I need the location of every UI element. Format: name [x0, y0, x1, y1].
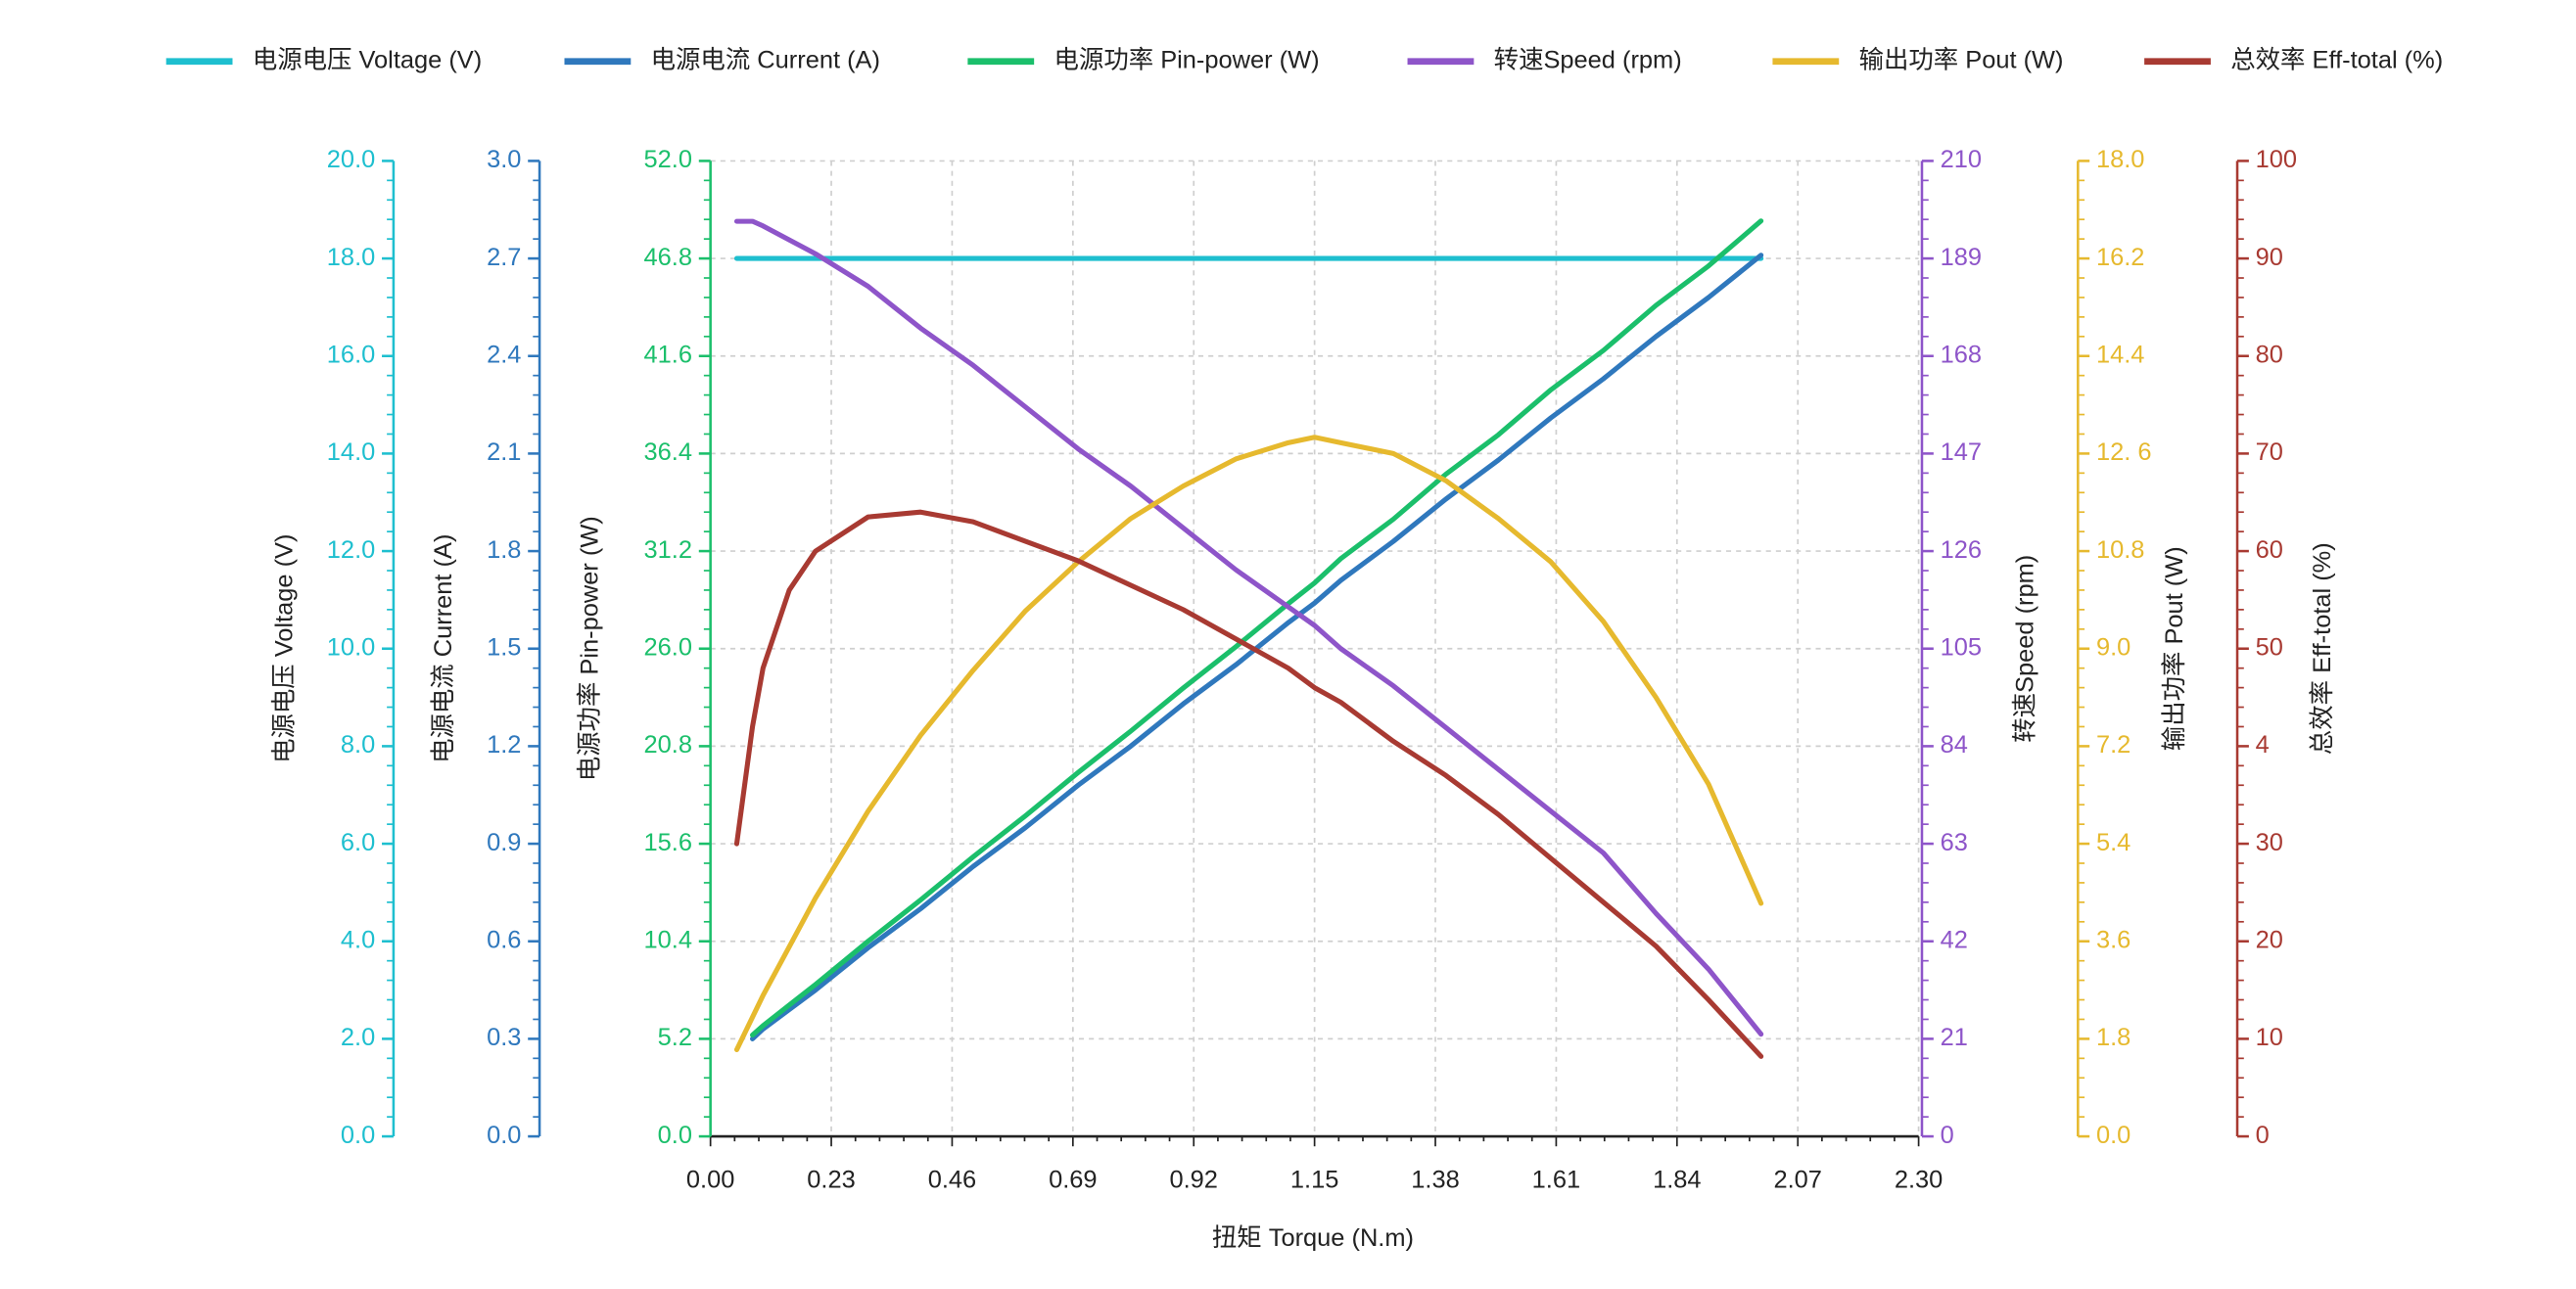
y-tick-label: 100: [2256, 146, 2297, 173]
y-tick-label: 10.0: [327, 633, 375, 661]
y-tick-label: 46.8: [644, 244, 692, 271]
x-tick-label: 1.15: [1290, 1167, 1338, 1194]
y-tick-label: 21: [1941, 1024, 1968, 1051]
y-tick-label: 4.0: [341, 926, 375, 953]
y-tick-label: 105: [1941, 633, 1982, 661]
legend-label: 总效率 Eff-total (%): [2230, 46, 2443, 73]
y-tick-label: 8.0: [341, 731, 375, 759]
y-axis-title: 总效率 Eff-total (%): [2309, 542, 2336, 755]
y-axis-title: 电源电流 Current (A): [430, 534, 457, 763]
x-tick-label: 1.84: [1653, 1167, 1701, 1194]
y-tick-label: 15.6: [644, 829, 692, 856]
y-tick-label: 0.6: [487, 926, 521, 953]
y-tick-label: 12.0: [327, 536, 375, 564]
y-tick-label: 3.6: [2096, 926, 2131, 953]
series-line: [750, 218, 1764, 1038]
y-tick-label: 210: [1941, 146, 1982, 173]
y-tick-label: 0: [2256, 1122, 2270, 1149]
x-tick-label: 0.69: [1049, 1167, 1097, 1194]
y-tick-label: 189: [1941, 244, 1982, 271]
y-tick-label: 0.0: [2096, 1122, 2131, 1149]
y-tick-label: 63: [1941, 829, 1968, 856]
y-tick-label: 31.2: [644, 536, 692, 564]
x-tick-label: 2.07: [1773, 1167, 1821, 1194]
y-tick-label: 2.1: [487, 438, 521, 466]
y-tick-label: 1.2: [487, 731, 521, 759]
series-line: [733, 509, 1764, 1059]
y-tick-label: 16.2: [2096, 244, 2144, 271]
y-tick-label: 60: [2256, 536, 2283, 564]
y-tick-label: 10.4: [644, 926, 692, 953]
y-tick-label: 5.2: [658, 1024, 692, 1051]
y-tick-label: 42: [1941, 926, 1968, 953]
y-tick-label: 5.4: [2096, 829, 2131, 856]
y-axis-title: 电源功率 Pin-power (W): [576, 516, 603, 781]
y-tick-label: 14.0: [327, 438, 375, 466]
y-tick-label: 0.0: [341, 1122, 375, 1149]
y-tick-label: 1.8: [487, 536, 521, 564]
y-tick-label: 2.4: [487, 341, 521, 368]
y-tick-label: 0: [1941, 1122, 1954, 1149]
y-tick-label: 2.0: [341, 1024, 375, 1051]
y-tick-label: 4: [2256, 731, 2270, 759]
y-tick-label: 41.6: [644, 341, 692, 368]
y-tick-label: 6.0: [341, 829, 375, 856]
y-tick-label: 18.0: [327, 244, 375, 271]
y-tick-label: 20.8: [644, 731, 692, 759]
series-line: [733, 218, 1764, 1037]
y-tick-label: 90: [2256, 244, 2283, 271]
y-tick-label: 14.4: [2096, 341, 2144, 368]
series-line: [733, 435, 1764, 1053]
y-tick-label: 10.8: [2096, 536, 2144, 564]
x-axis-title: 扭矩 Torque (N.m): [1212, 1224, 1414, 1252]
y-tick-label: 147: [1941, 438, 1982, 466]
y-tick-label: 80: [2256, 341, 2283, 368]
y-tick-label: 12. 6: [2096, 438, 2152, 466]
legend-label: 电源电流 Current (A): [651, 46, 880, 73]
y-tick-label: 36.4: [644, 438, 692, 466]
y-tick-label: 2.7: [487, 244, 521, 271]
y-tick-label: 10: [2256, 1024, 2283, 1051]
series-line: [750, 253, 1764, 1041]
x-tick-label: 0.92: [1169, 1167, 1217, 1194]
x-tick-label: 2.30: [1895, 1167, 1943, 1194]
y-tick-label: 168: [1941, 341, 1982, 368]
x-tick-label: 1.61: [1532, 1167, 1580, 1194]
y-tick-label: 70: [2256, 438, 2283, 466]
x-tick-label: 0.23: [807, 1167, 855, 1194]
legend-label: 输出功率 Pout (W): [1859, 46, 2064, 73]
legend-label: 转速Speed (rpm): [1494, 46, 1682, 73]
y-tick-label: 20.0: [327, 146, 375, 173]
x-tick-label: 0.46: [928, 1167, 976, 1194]
legend-label: 电源电压 Voltage (V): [253, 46, 482, 73]
y-tick-label: 9.0: [2096, 633, 2131, 661]
y-tick-label: 7.2: [2096, 731, 2131, 759]
y-tick-label: 20: [2256, 926, 2283, 953]
y-axis-title: 电源电压 Voltage (V): [270, 534, 298, 763]
y-tick-label: 16.0: [327, 341, 375, 368]
y-axis-title: 转速Speed (rpm): [2011, 555, 2038, 743]
y-tick-label: 50: [2256, 633, 2283, 661]
y-tick-label: 3.0: [487, 146, 521, 173]
legend-label: 电源功率 Pin-power (W): [1054, 46, 1320, 73]
y-tick-label: 0.0: [658, 1122, 692, 1149]
y-tick-label: 0.3: [487, 1024, 521, 1051]
y-tick-label: 26.0: [644, 633, 692, 661]
y-tick-label: 1.8: [2096, 1024, 2131, 1051]
x-tick-label: 0.00: [686, 1167, 734, 1194]
y-tick-label: 1.5: [487, 633, 521, 661]
y-axis-title: 输出功率 Pout (W): [2161, 546, 2188, 751]
y-tick-label: 126: [1941, 536, 1982, 564]
y-tick-label: 84: [1941, 731, 1968, 759]
y-tick-label: 52.0: [644, 146, 692, 173]
y-tick-label: 0.0: [487, 1122, 521, 1149]
x-tick-label: 1.38: [1411, 1167, 1459, 1194]
y-tick-label: 0.9: [487, 829, 521, 856]
y-tick-label: 18.0: [2096, 146, 2144, 173]
y-tick-label: 30: [2256, 829, 2283, 856]
